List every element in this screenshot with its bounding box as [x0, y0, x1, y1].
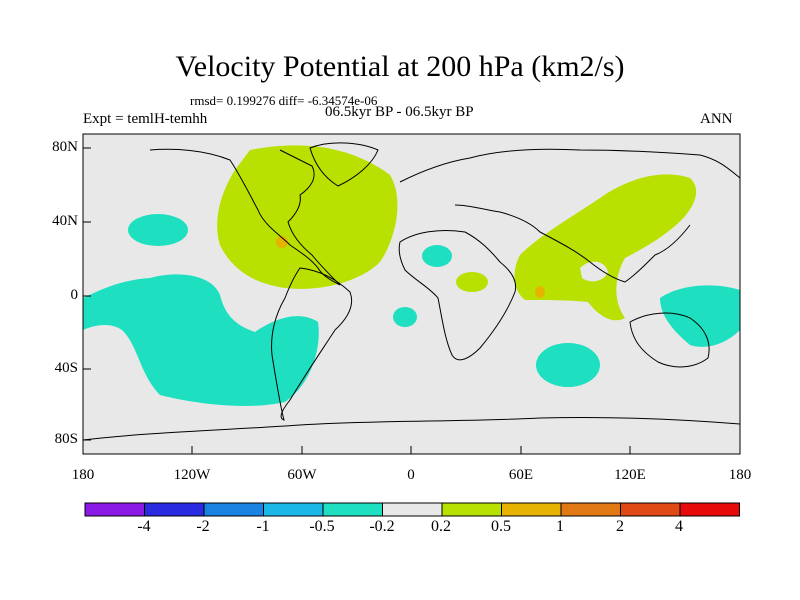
colorbar-label-2: -2 [196, 518, 210, 535]
positive-peak-atlantic [276, 236, 288, 248]
negative-region-pacific [83, 274, 319, 406]
negative-region-north-pacific [128, 214, 188, 246]
colorbar-box [441, 502, 502, 517]
axis-ticks [82, 147, 741, 454]
positive-peak-indian [535, 286, 545, 298]
lat-label-40s: 40S [54, 360, 78, 376]
colorbar-box [501, 502, 562, 517]
lon-label-60e: 60E [508, 467, 534, 483]
colorbar [84, 502, 740, 517]
stats-line: rmsd= 0.199276 diff= -6.34574e-06 [190, 93, 378, 108]
lon-label-120e: 120E [614, 467, 646, 483]
coast-antarctica [82, 416, 741, 441]
coastlines [82, 142, 741, 441]
colorbar-label-10: 4 [675, 518, 683, 535]
positive-region-asia [514, 174, 697, 321]
coast-greenland [309, 142, 379, 187]
lat-label-80s: 80S [54, 431, 78, 447]
negative-region-atlantic [422, 245, 452, 267]
colorbar-box [203, 502, 264, 517]
colorbar-box [263, 502, 324, 517]
colorbar-label-6: 0.2 [431, 518, 451, 535]
colorbar-label-3: -1 [256, 518, 270, 535]
colorbar-box [620, 502, 681, 517]
lat-label-0: 0 [70, 287, 79, 303]
lon-label-120w: 120W [173, 467, 211, 483]
positive-region-atlantic [217, 145, 398, 289]
colorbar-box [382, 502, 443, 517]
lat-label-80n: 80N [52, 139, 78, 155]
coast-australia [629, 312, 710, 368]
colorbar-label-8: 1 [556, 518, 564, 535]
colorbar-label-9: 2 [616, 518, 624, 535]
colorbar-box [679, 502, 740, 517]
lat-label-40n: 40N [52, 213, 78, 229]
map-title: Velocity Potential at 200 hPa (km2/s) [175, 50, 625, 83]
lon-label-60w: 60W [287, 467, 317, 483]
colorbar-box [84, 502, 145, 517]
coast-europe-asia [399, 148, 741, 283]
coast-south-america [271, 267, 353, 421]
negative-region-south-indian [536, 343, 600, 387]
colorbar-label-7: 0.5 [491, 518, 511, 535]
experiment-label: Expt = temlH-temhh [83, 111, 208, 127]
negative-region-west-pacific [660, 285, 740, 347]
colorbar-box [144, 502, 205, 517]
negative-region-south-atlantic [393, 307, 417, 327]
lon-label-180e: 180 [728, 467, 752, 483]
positive-region-africa [456, 272, 488, 292]
colorbar-box [560, 502, 621, 517]
colorbar-label-1: -4 [137, 518, 151, 535]
colorbar-label-5: -0.2 [369, 518, 395, 535]
lon-label-0: 0 [407, 467, 415, 483]
colorbar-box [322, 502, 383, 517]
season-label: ANN [700, 111, 733, 127]
lon-label-180w: 180 [71, 467, 95, 483]
positive-region-india [580, 261, 608, 282]
coast-africa [398, 229, 517, 361]
coast-north-america [149, 148, 341, 286]
period-label: 06.5kyr BP - 06.5kyr BP [325, 104, 474, 120]
colorbar-label-4: -0.5 [309, 518, 335, 535]
